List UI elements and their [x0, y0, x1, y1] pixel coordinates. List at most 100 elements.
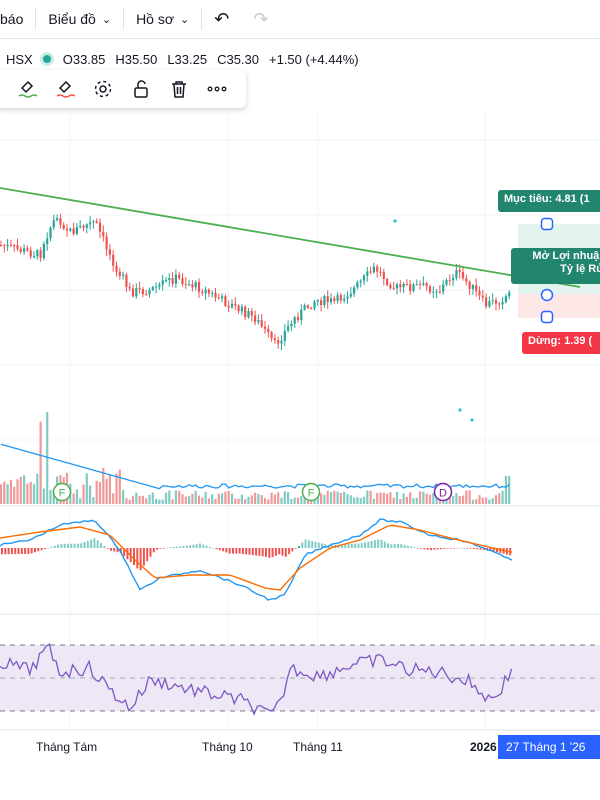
- candle-body: [488, 301, 491, 307]
- macd-hist-bar: [202, 544, 205, 548]
- marker-f-2[interactable]: F: [301, 482, 321, 502]
- marker-f-1[interactable]: F: [52, 482, 72, 502]
- macd-hist-bar: [281, 548, 284, 556]
- trend-line[interactable]: [0, 187, 581, 288]
- volume-bar: [36, 473, 39, 504]
- more-icon[interactable]: [198, 74, 236, 104]
- market-status-dot: [42, 55, 51, 63]
- macd-hist-bar: [265, 548, 267, 557]
- candle-body: [82, 225, 85, 228]
- volume-bar: [237, 498, 240, 504]
- volume-bar: [148, 494, 151, 504]
- candle-body: [247, 311, 250, 318]
- volume-bar: [161, 499, 164, 504]
- stop-handle[interactable]: [540, 310, 554, 324]
- volume-bar: [504, 476, 507, 504]
- candle-body: [336, 295, 339, 301]
- volume-bar: [240, 494, 243, 504]
- volume-bar: [376, 492, 379, 504]
- candle-body: [257, 320, 260, 323]
- candle-body: [386, 279, 389, 285]
- macd-hist-bar: [123, 548, 126, 557]
- volume-bar: [267, 499, 270, 504]
- macd-hist-bar: [413, 547, 416, 548]
- candle-body: [168, 278, 171, 281]
- macd-hist-bar: [456, 547, 459, 549]
- drawing-floating-toolbar: [0, 70, 246, 108]
- gear-icon[interactable]: [84, 74, 122, 104]
- candle-body: [211, 292, 214, 294]
- candle-body: [98, 222, 102, 232]
- macd-hist-bar: [152, 548, 155, 553]
- chart-type-menu[interactable]: Biểu đồ ⌄: [36, 0, 123, 38]
- candle-body: [475, 285, 478, 292]
- macd-hist-bar: [406, 545, 409, 548]
- candle-body: [346, 296, 349, 299]
- entry-handle[interactable]: [540, 288, 554, 302]
- macd-hist-bar: [218, 548, 221, 551]
- chart-canvas[interactable]: F F D: [0, 112, 600, 800]
- macd-hist-bar: [185, 545, 188, 548]
- macd-hist-bar: [304, 539, 307, 548]
- target-label[interactable]: Mục tiêu: 4.81 (1: [498, 190, 600, 212]
- price-chart-svg[interactable]: F F D: [0, 112, 600, 800]
- candle-body: [303, 305, 306, 310]
- candle-body: [442, 284, 445, 292]
- entry-info-label[interactable]: Mở Lợi nhuận Tỷ lệ Rủi: [511, 248, 600, 284]
- candle-body: [260, 320, 263, 327]
- candle-body: [445, 280, 448, 285]
- loss-zone[interactable]: [518, 294, 600, 318]
- brush-fill-icon[interactable]: [46, 74, 84, 104]
- trash-icon[interactable]: [160, 74, 198, 104]
- volume-bar: [9, 479, 12, 504]
- brush-line-icon[interactable]: [8, 74, 46, 104]
- macd-hist-bar: [100, 543, 102, 548]
- candle-body: [349, 293, 352, 297]
- macd-hist-bar: [436, 548, 439, 550]
- exchange-label[interactable]: HSX: [6, 51, 33, 67]
- volume-bar: [386, 493, 389, 504]
- candle-body: [16, 245, 19, 249]
- volume-bar: [125, 498, 128, 504]
- candle-body: [339, 295, 342, 301]
- macd-hist-bar: [387, 543, 390, 548]
- candle-body: [422, 283, 425, 285]
- candlestick-series[interactable]: [0, 213, 511, 351]
- candle-body: [244, 306, 247, 318]
- volume-bar: [293, 497, 296, 504]
- macd-hist-bar: [489, 548, 492, 551]
- candle-body: [171, 278, 174, 284]
- volume-bar: [336, 491, 339, 504]
- alert-menu-partial[interactable]: báo: [0, 11, 24, 27]
- profile-menu[interactable]: Hồ sơ ⌄: [124, 0, 201, 38]
- candle-body: [125, 274, 128, 287]
- unlock-icon[interactable]: [122, 74, 160, 104]
- volume-bar: [181, 494, 184, 504]
- candle-body: [135, 288, 138, 297]
- macd-hist-bar: [496, 548, 498, 553]
- target-handle[interactable]: [540, 217, 554, 231]
- candle-body: [329, 298, 333, 303]
- macd-hist-bar: [291, 548, 294, 552]
- volume-bar: [349, 495, 352, 504]
- macd-hist-bar: [228, 548, 231, 554]
- macd-hist-bar: [390, 544, 393, 548]
- chart-type-label: Biểu đồ: [48, 11, 96, 27]
- chevron-down-icon: ⌄: [101, 13, 112, 26]
- macd-hist-bar: [7, 548, 10, 555]
- candle-body: [498, 303, 501, 305]
- volume-bar: [498, 493, 501, 504]
- volume-bar: [92, 497, 95, 504]
- macd-hist-bar: [245, 548, 248, 555]
- volume-bar: [19, 476, 22, 504]
- volume-bar: [326, 491, 329, 504]
- macd-hist-bar: [192, 544, 195, 548]
- volume-bar: [155, 498, 158, 504]
- macd-hist-bar: [175, 546, 178, 548]
- change-value: +1.50 (+4.44%): [269, 51, 359, 67]
- drag-handle[interactable]: [0, 74, 8, 104]
- redo-icon[interactable]: ↷: [253, 8, 269, 29]
- stop-label[interactable]: Dừng: 1.39 (: [522, 332, 600, 354]
- undo-icon[interactable]: ↶: [214, 8, 230, 29]
- marker-d[interactable]: D: [433, 482, 453, 502]
